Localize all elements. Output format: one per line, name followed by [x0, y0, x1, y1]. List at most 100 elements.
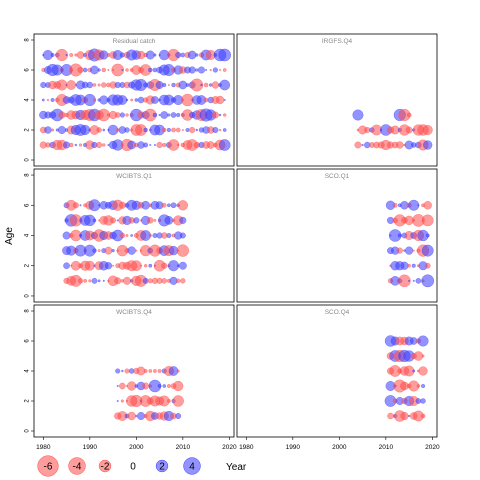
residual-bubble	[102, 279, 105, 282]
residual-bubble	[397, 233, 402, 238]
y-tick-label: 8	[25, 173, 31, 177]
residual-bubble	[175, 127, 181, 133]
residual-bubble	[63, 262, 70, 270]
residual-bubble	[218, 128, 222, 132]
residual-bubble	[396, 247, 403, 254]
panel-sco-q4: SCO.Q4	[236, 304, 438, 438]
residual-bubble	[114, 112, 121, 118]
residual-bubble	[149, 143, 152, 146]
residual-bubble	[179, 232, 186, 239]
residual-bubble	[141, 200, 150, 210]
residual-bubble	[142, 277, 149, 284]
residual-bubble	[143, 369, 148, 373]
residual-bubble	[107, 68, 110, 71]
residual-bubble	[50, 53, 55, 57]
residual-bubble	[74, 143, 78, 147]
residual-bubble	[143, 127, 148, 133]
residual-bubble	[130, 234, 134, 237]
residual-bubble	[415, 278, 422, 284]
residual-bubble	[161, 262, 168, 269]
residual-bubble	[425, 233, 430, 238]
residual-bubble	[421, 384, 426, 388]
residual-bubble	[97, 279, 101, 283]
legend-year-label: Year	[226, 462, 247, 473]
y-tick-label: 4	[25, 369, 31, 373]
panel-title: SCO.Q4	[325, 309, 350, 316]
residual-bubble	[63, 141, 71, 149]
panel-title: IRGFS.Q4	[322, 38, 353, 45]
residual-bubble	[170, 202, 177, 209]
residual-bubble	[104, 246, 113, 255]
residual-bubble	[116, 400, 119, 403]
residual-bubble	[161, 202, 167, 208]
residual-bubble	[400, 411, 409, 421]
residual-bubble	[195, 128, 198, 132]
residual-bubble	[136, 412, 145, 421]
residual-bubble	[157, 369, 162, 373]
panel-title: WCIBTS.Q1	[116, 173, 152, 180]
residual-bubble	[407, 263, 411, 268]
residual-bubble	[203, 82, 209, 88]
residual-bubble	[212, 126, 219, 133]
residual-bubble	[58, 111, 66, 119]
legend-label: -6	[44, 462, 53, 473]
residual-bubble	[424, 262, 431, 269]
residual-bubble	[119, 112, 125, 118]
residual-bubble	[77, 278, 84, 284]
residual-bubble	[170, 112, 177, 118]
residual-bubble	[176, 369, 180, 373]
y-tick-label: 2	[25, 263, 31, 267]
residual-bubble	[168, 245, 179, 256]
residual-bubble	[188, 66, 196, 74]
residual-bubble	[405, 126, 413, 134]
residual-bubble	[166, 384, 171, 388]
residual-bubble	[161, 278, 167, 284]
y-tick-label: 8	[25, 38, 31, 42]
residual-bubble	[177, 143, 180, 147]
residual-bubble	[92, 83, 97, 87]
legend-label: 0	[130, 462, 136, 473]
residual-bubble	[421, 354, 425, 358]
residual-bubble	[134, 98, 139, 102]
residual-bubble	[153, 218, 157, 222]
residual-bubble	[97, 249, 101, 253]
residual-bubble	[46, 98, 50, 102]
residual-bubble	[112, 264, 115, 267]
x-tick-label: 1990	[286, 444, 301, 451]
residual-bubble	[218, 139, 231, 151]
residual-bubble	[408, 279, 411, 282]
panel-frame	[236, 304, 438, 438]
residual-bubble	[96, 141, 103, 149]
residual-bubble	[400, 261, 409, 270]
y-tick-label: 0	[25, 158, 31, 162]
residual-bubble	[51, 128, 55, 132]
residual-bubble	[187, 50, 197, 60]
x-tick-label: 2020	[222, 444, 237, 451]
residual-bubble	[41, 98, 45, 102]
x-tick-label: 1980	[36, 444, 51, 451]
y-tick-label: 6	[25, 339, 31, 343]
legend-bubble	[155, 459, 169, 473]
residual-bubble	[181, 128, 184, 131]
residual-bubble	[90, 65, 99, 75]
residual-bubble	[160, 232, 168, 239]
residual-bubble	[162, 384, 167, 388]
residual-bubble	[167, 113, 171, 117]
legend: -6 -4 -2 0 2 4	[37, 455, 201, 477]
residual-bubble	[111, 63, 125, 77]
residual-bubble	[82, 67, 88, 73]
residual-bubble	[361, 143, 364, 147]
residual-bubble	[116, 219, 119, 222]
residual-bubble	[421, 214, 434, 227]
residual-bubble	[209, 68, 212, 72]
residual-bubble	[218, 113, 222, 117]
residual-bubble	[127, 246, 136, 255]
residual-bubble	[175, 52, 182, 59]
residual-bubble	[171, 82, 176, 88]
residual-bubble	[176, 112, 181, 118]
residual-bubble	[151, 96, 159, 104]
residual-bubble	[176, 244, 190, 257]
residual-bubble	[84, 260, 95, 271]
residual-bubble	[185, 127, 190, 132]
